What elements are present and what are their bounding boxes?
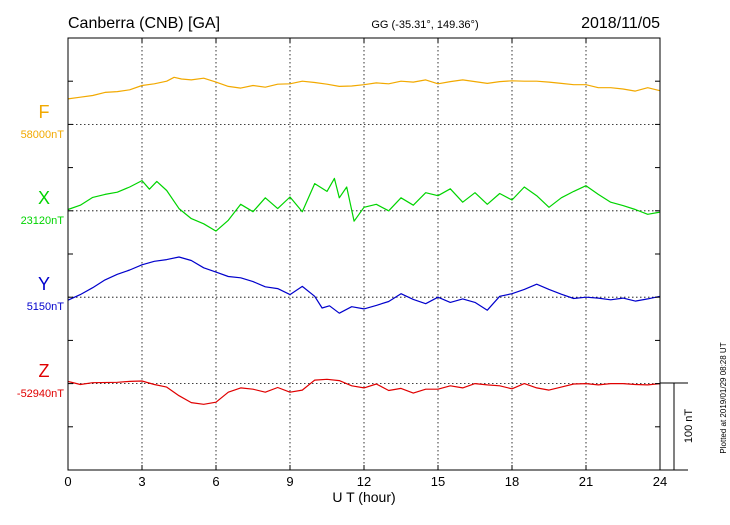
x-tick-label: 12 bbox=[357, 474, 371, 489]
series-labels: F 58000nT X 23120nT Y 5150nT Z -52940nT bbox=[17, 102, 64, 400]
series-line-f bbox=[67, 76, 661, 100]
series-name-x: X bbox=[38, 188, 50, 208]
series-baseline-f: 58000nT bbox=[21, 129, 65, 141]
series-name-y: Y bbox=[38, 274, 50, 294]
axis-ticks bbox=[67, 38, 661, 470]
series-line-z bbox=[67, 378, 661, 405]
series-layer bbox=[67, 76, 661, 405]
x-tick-labels: 0 3 6 9 12 15 18 21 24 bbox=[64, 474, 667, 489]
x-tick-label: 21 bbox=[579, 474, 593, 489]
series-baseline-x: 23120nT bbox=[21, 215, 65, 227]
scale-bar-label: 100 nT bbox=[683, 409, 695, 444]
series-line-x bbox=[67, 177, 661, 232]
chart-date: 2018/11/05 bbox=[581, 15, 660, 32]
grid bbox=[68, 38, 660, 470]
x-tick-label: 6 bbox=[212, 474, 219, 489]
series-line-y bbox=[67, 256, 661, 314]
x-axis-label: U T (hour) bbox=[332, 489, 395, 505]
series-name-f: F bbox=[39, 102, 50, 122]
x-tick-label: 0 bbox=[64, 474, 71, 489]
series-baseline-y: 5150nT bbox=[27, 301, 65, 313]
series-baseline-z: -52940nT bbox=[17, 388, 64, 400]
station-coordinates: GG (-35.31°, 149.36°) bbox=[371, 19, 478, 31]
x-tick-label: 24 bbox=[653, 474, 667, 489]
station-title: Canberra (CNB) [GA] bbox=[68, 15, 220, 32]
plotted-timestamp: Plotted at 2019/01/29 08:28 UT bbox=[719, 342, 728, 453]
x-tick-label: 9 bbox=[286, 474, 293, 489]
x-tick-label: 15 bbox=[431, 474, 445, 489]
x-tick-label: 3 bbox=[138, 474, 145, 489]
x-tick-label: 18 bbox=[505, 474, 519, 489]
series-name-z: Z bbox=[39, 361, 50, 381]
scale-bar: 100 nT bbox=[660, 382, 695, 471]
